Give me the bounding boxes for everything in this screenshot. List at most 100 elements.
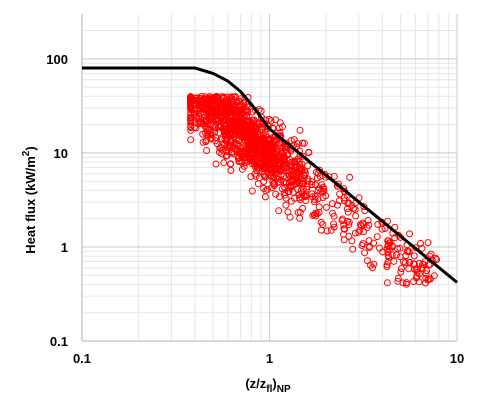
scatter-point xyxy=(201,112,209,120)
scatter-point xyxy=(285,188,293,195)
y-tick-label: 10 xyxy=(54,146,68,161)
scatter-point xyxy=(351,229,359,237)
envelope-line xyxy=(82,66,458,284)
scatter-point xyxy=(430,272,438,280)
scatter-point xyxy=(266,139,274,147)
scatter-point xyxy=(341,225,349,233)
scatter-point xyxy=(218,150,226,158)
scatter-point xyxy=(315,203,323,211)
scatter-point xyxy=(262,187,270,195)
scatter-point xyxy=(410,278,418,285)
scatter-point xyxy=(379,248,387,256)
scatter-point xyxy=(269,178,277,186)
scatter-point xyxy=(314,195,322,203)
scatter-point xyxy=(235,157,243,165)
scatter-point xyxy=(247,173,255,181)
scatter-point xyxy=(298,189,306,197)
scatter-point xyxy=(302,191,310,198)
scatter-point xyxy=(294,209,302,216)
scatter-point xyxy=(225,107,233,115)
scatter-point xyxy=(187,123,195,131)
scatter-point xyxy=(311,181,319,189)
scatter-point xyxy=(381,225,389,232)
scatter-point xyxy=(187,136,195,144)
scatter-point xyxy=(239,126,247,134)
scatter-point xyxy=(320,187,328,195)
scatter-point xyxy=(253,126,260,134)
x-tick-label: 1 xyxy=(266,351,273,366)
scatter-point xyxy=(299,204,307,212)
scatter-point xyxy=(386,245,394,253)
scatter-point xyxy=(293,172,301,180)
scatter-point xyxy=(199,138,207,146)
scatter-point xyxy=(228,97,236,105)
scatter-point xyxy=(259,134,267,142)
scatter-point xyxy=(249,128,257,136)
scatter-point xyxy=(399,279,407,287)
scatter-point xyxy=(234,113,242,121)
scatter-point xyxy=(232,97,240,105)
scatter-point xyxy=(396,244,404,252)
scatter-point xyxy=(313,174,321,182)
scatter-point xyxy=(251,134,258,142)
scatter-point xyxy=(274,175,282,183)
scatter-point xyxy=(411,265,419,273)
scatter-point xyxy=(394,245,401,253)
scatter-point xyxy=(207,131,215,139)
scatter-point xyxy=(398,265,405,273)
scatter-point xyxy=(363,224,371,232)
scatter-point xyxy=(283,151,291,159)
scatter-point xyxy=(228,148,236,156)
scatter-point xyxy=(385,237,392,245)
scatter-point xyxy=(308,181,316,189)
scatter-point xyxy=(252,172,260,180)
scatter-point xyxy=(207,105,215,113)
scatter-point xyxy=(301,171,309,179)
y-tick-label: 1 xyxy=(61,240,68,255)
scatter-point xyxy=(187,126,195,134)
scatter-point xyxy=(425,275,433,283)
scatter-point xyxy=(279,123,286,131)
scatter-point xyxy=(303,183,311,191)
scatter-point xyxy=(319,221,327,229)
scatter-point xyxy=(415,270,423,278)
scatter-point xyxy=(213,140,221,148)
scatter-point xyxy=(201,122,209,130)
scatter-point xyxy=(254,160,262,168)
scatter-point xyxy=(187,96,195,104)
scatter-point xyxy=(247,156,255,164)
scatter-point xyxy=(282,201,290,209)
scatter-point xyxy=(248,157,256,165)
scatter-point xyxy=(355,228,363,236)
scatter-point xyxy=(384,241,392,249)
scatter-point xyxy=(275,124,283,132)
scatter-point xyxy=(397,268,405,276)
scatter-point xyxy=(421,258,429,266)
scatter-point xyxy=(330,220,338,228)
scatter-point xyxy=(247,144,255,152)
scatter-point xyxy=(403,279,411,287)
scatter-point xyxy=(363,257,371,265)
scatter-point xyxy=(226,94,234,102)
scatter-point xyxy=(346,173,354,181)
scatter-point xyxy=(349,245,357,253)
scatter-point xyxy=(187,119,195,127)
scatter-point xyxy=(422,279,429,287)
scatter-point xyxy=(286,213,294,221)
scatter-point xyxy=(305,149,313,157)
scatter-point xyxy=(219,97,227,105)
scatter-point xyxy=(268,154,276,162)
scatter-point xyxy=(270,165,278,173)
scatter-point xyxy=(191,104,199,112)
scatter-point xyxy=(267,165,275,173)
scatter-point xyxy=(261,136,269,143)
scatter-point xyxy=(340,236,348,244)
scatter-point xyxy=(234,110,242,118)
scatter-point xyxy=(187,105,195,113)
scatter-point xyxy=(226,131,234,139)
scatter-point xyxy=(294,186,302,193)
scatter-point xyxy=(330,172,338,180)
scatter-point xyxy=(422,274,430,282)
